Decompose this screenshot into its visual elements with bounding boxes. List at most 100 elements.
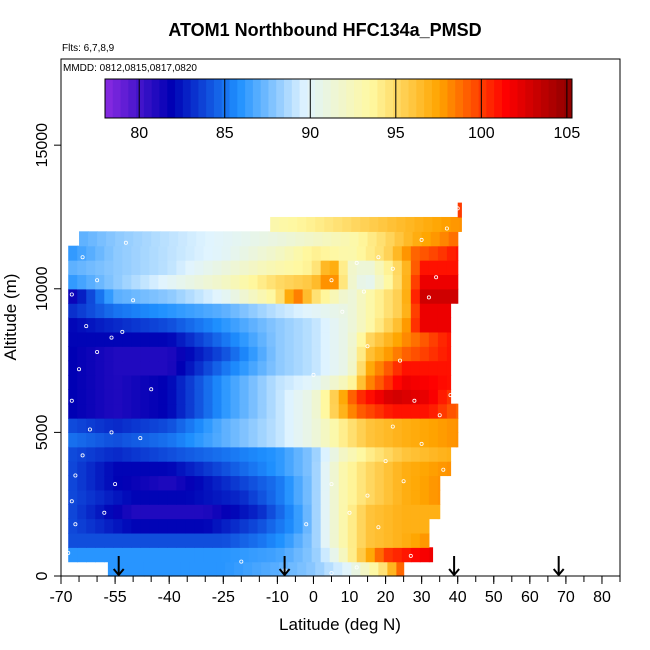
heatmap-cell [257, 432, 268, 448]
heatmap-cell [86, 303, 96, 319]
heatmap-cell [410, 288, 421, 304]
heatmap-cell [125, 561, 136, 577]
heatmap-cell [428, 303, 439, 319]
sample-point [69, 398, 74, 403]
heatmap-cell [149, 288, 159, 304]
heatmap-cell [113, 303, 123, 319]
heatmap-cell [104, 547, 114, 563]
heatmap-cell [356, 461, 367, 477]
heatmap-cell [122, 547, 132, 563]
heatmap-cell [302, 475, 313, 491]
heatmap-cell [158, 504, 168, 520]
heatmap-cell [365, 346, 376, 362]
heatmap-cell [257, 475, 268, 491]
heatmap-cell [221, 303, 232, 319]
heatmap-cell [392, 461, 403, 477]
heatmap-cell [140, 532, 150, 548]
heatmap-cell [142, 231, 152, 247]
heatmap-cell [410, 317, 421, 333]
heatmap-cell [122, 245, 132, 261]
heatmap-cell [392, 489, 403, 505]
heatmap-cell [230, 532, 241, 548]
heatmap-cell [194, 303, 205, 319]
heatmap-cell [194, 547, 205, 563]
heatmap-cell [248, 518, 259, 534]
heatmap-cell [86, 288, 96, 304]
heatmap-cell [275, 504, 286, 520]
heatmap-cell [239, 317, 250, 333]
heatmap-cell [68, 360, 78, 376]
heatmap-cell [347, 260, 358, 276]
heatmap-cell [401, 331, 412, 347]
heatmap-cell [455, 245, 459, 261]
heatmap-cell [131, 245, 141, 261]
heatmap-cell [277, 231, 288, 247]
heatmap-cell [392, 303, 403, 319]
heatmap-cell [216, 561, 226, 577]
heatmap-cell [293, 461, 304, 477]
heatmap-cell [122, 418, 132, 433]
heatmap-cell [392, 288, 403, 304]
heatmap-cell [446, 418, 457, 433]
heatmap-cell [392, 274, 403, 290]
heatmap-cell [266, 432, 277, 448]
heatmap-cell [205, 231, 215, 247]
heatmap-cell [392, 331, 403, 347]
chart-title: ATOM1 Northbound HFC134a_PMSD [168, 20, 481, 40]
heatmap-cell [446, 288, 457, 304]
heatmap-cell [77, 403, 87, 419]
heatmap-cell [338, 288, 349, 304]
heatmap-cell [203, 274, 214, 290]
heatmap-cell [221, 274, 232, 290]
heatmap-cell [293, 274, 304, 290]
heatmap-cell [266, 475, 277, 491]
heatmap-cell [95, 346, 105, 362]
heatmap-cell [446, 403, 457, 419]
heatmap-cell [212, 360, 223, 376]
heatmap-cell [113, 532, 123, 548]
heatmap-cell [221, 432, 232, 448]
heatmap-cell [149, 389, 159, 405]
heatmap-cell [230, 360, 241, 376]
heatmap-cell [412, 231, 423, 247]
heatmap-cell [140, 432, 150, 448]
heatmap-cell [455, 274, 459, 290]
heatmap-cell [95, 504, 105, 520]
heatmap-cell [140, 331, 150, 347]
heatmap-cell [230, 461, 241, 477]
heatmap-cell [284, 274, 295, 290]
heatmap-cell [230, 446, 241, 462]
heatmap-cell [86, 389, 96, 405]
heatmap-cell [248, 374, 259, 390]
y-tick-label: 15000 [34, 123, 51, 168]
heatmap-cell [248, 288, 259, 304]
colorbar-segment [112, 79, 122, 118]
heatmap-cell [257, 532, 268, 548]
heatmap-cell [194, 389, 205, 405]
heatmap-cell [329, 317, 340, 333]
heatmap-cell [95, 360, 105, 376]
heatmap-cell [338, 489, 349, 505]
sample-point [149, 387, 154, 392]
heatmap-cell [293, 288, 304, 304]
heatmap-cell [365, 303, 376, 319]
heatmap-cell [104, 389, 114, 405]
heatmap-cell [158, 403, 168, 419]
heatmap-cell [239, 504, 250, 520]
heatmap-cell [365, 446, 376, 462]
y-axis-label: Altitude (m) [1, 274, 20, 361]
sample-point [329, 482, 334, 487]
heatmap-cell [68, 374, 78, 390]
heatmap-cell [378, 561, 388, 577]
heatmap-cell [239, 245, 250, 261]
heatmap-cell [374, 418, 385, 433]
heatmap-cell [77, 331, 87, 347]
sample-point [434, 275, 439, 280]
heatmap-cell [410, 374, 421, 390]
heatmap-cell [419, 331, 430, 347]
heatmap-cell [185, 432, 196, 448]
heatmap-cell [338, 317, 349, 333]
heatmap-cell [104, 331, 114, 347]
x-tick-label: 60 [521, 589, 539, 606]
heatmap-cell [259, 231, 269, 247]
